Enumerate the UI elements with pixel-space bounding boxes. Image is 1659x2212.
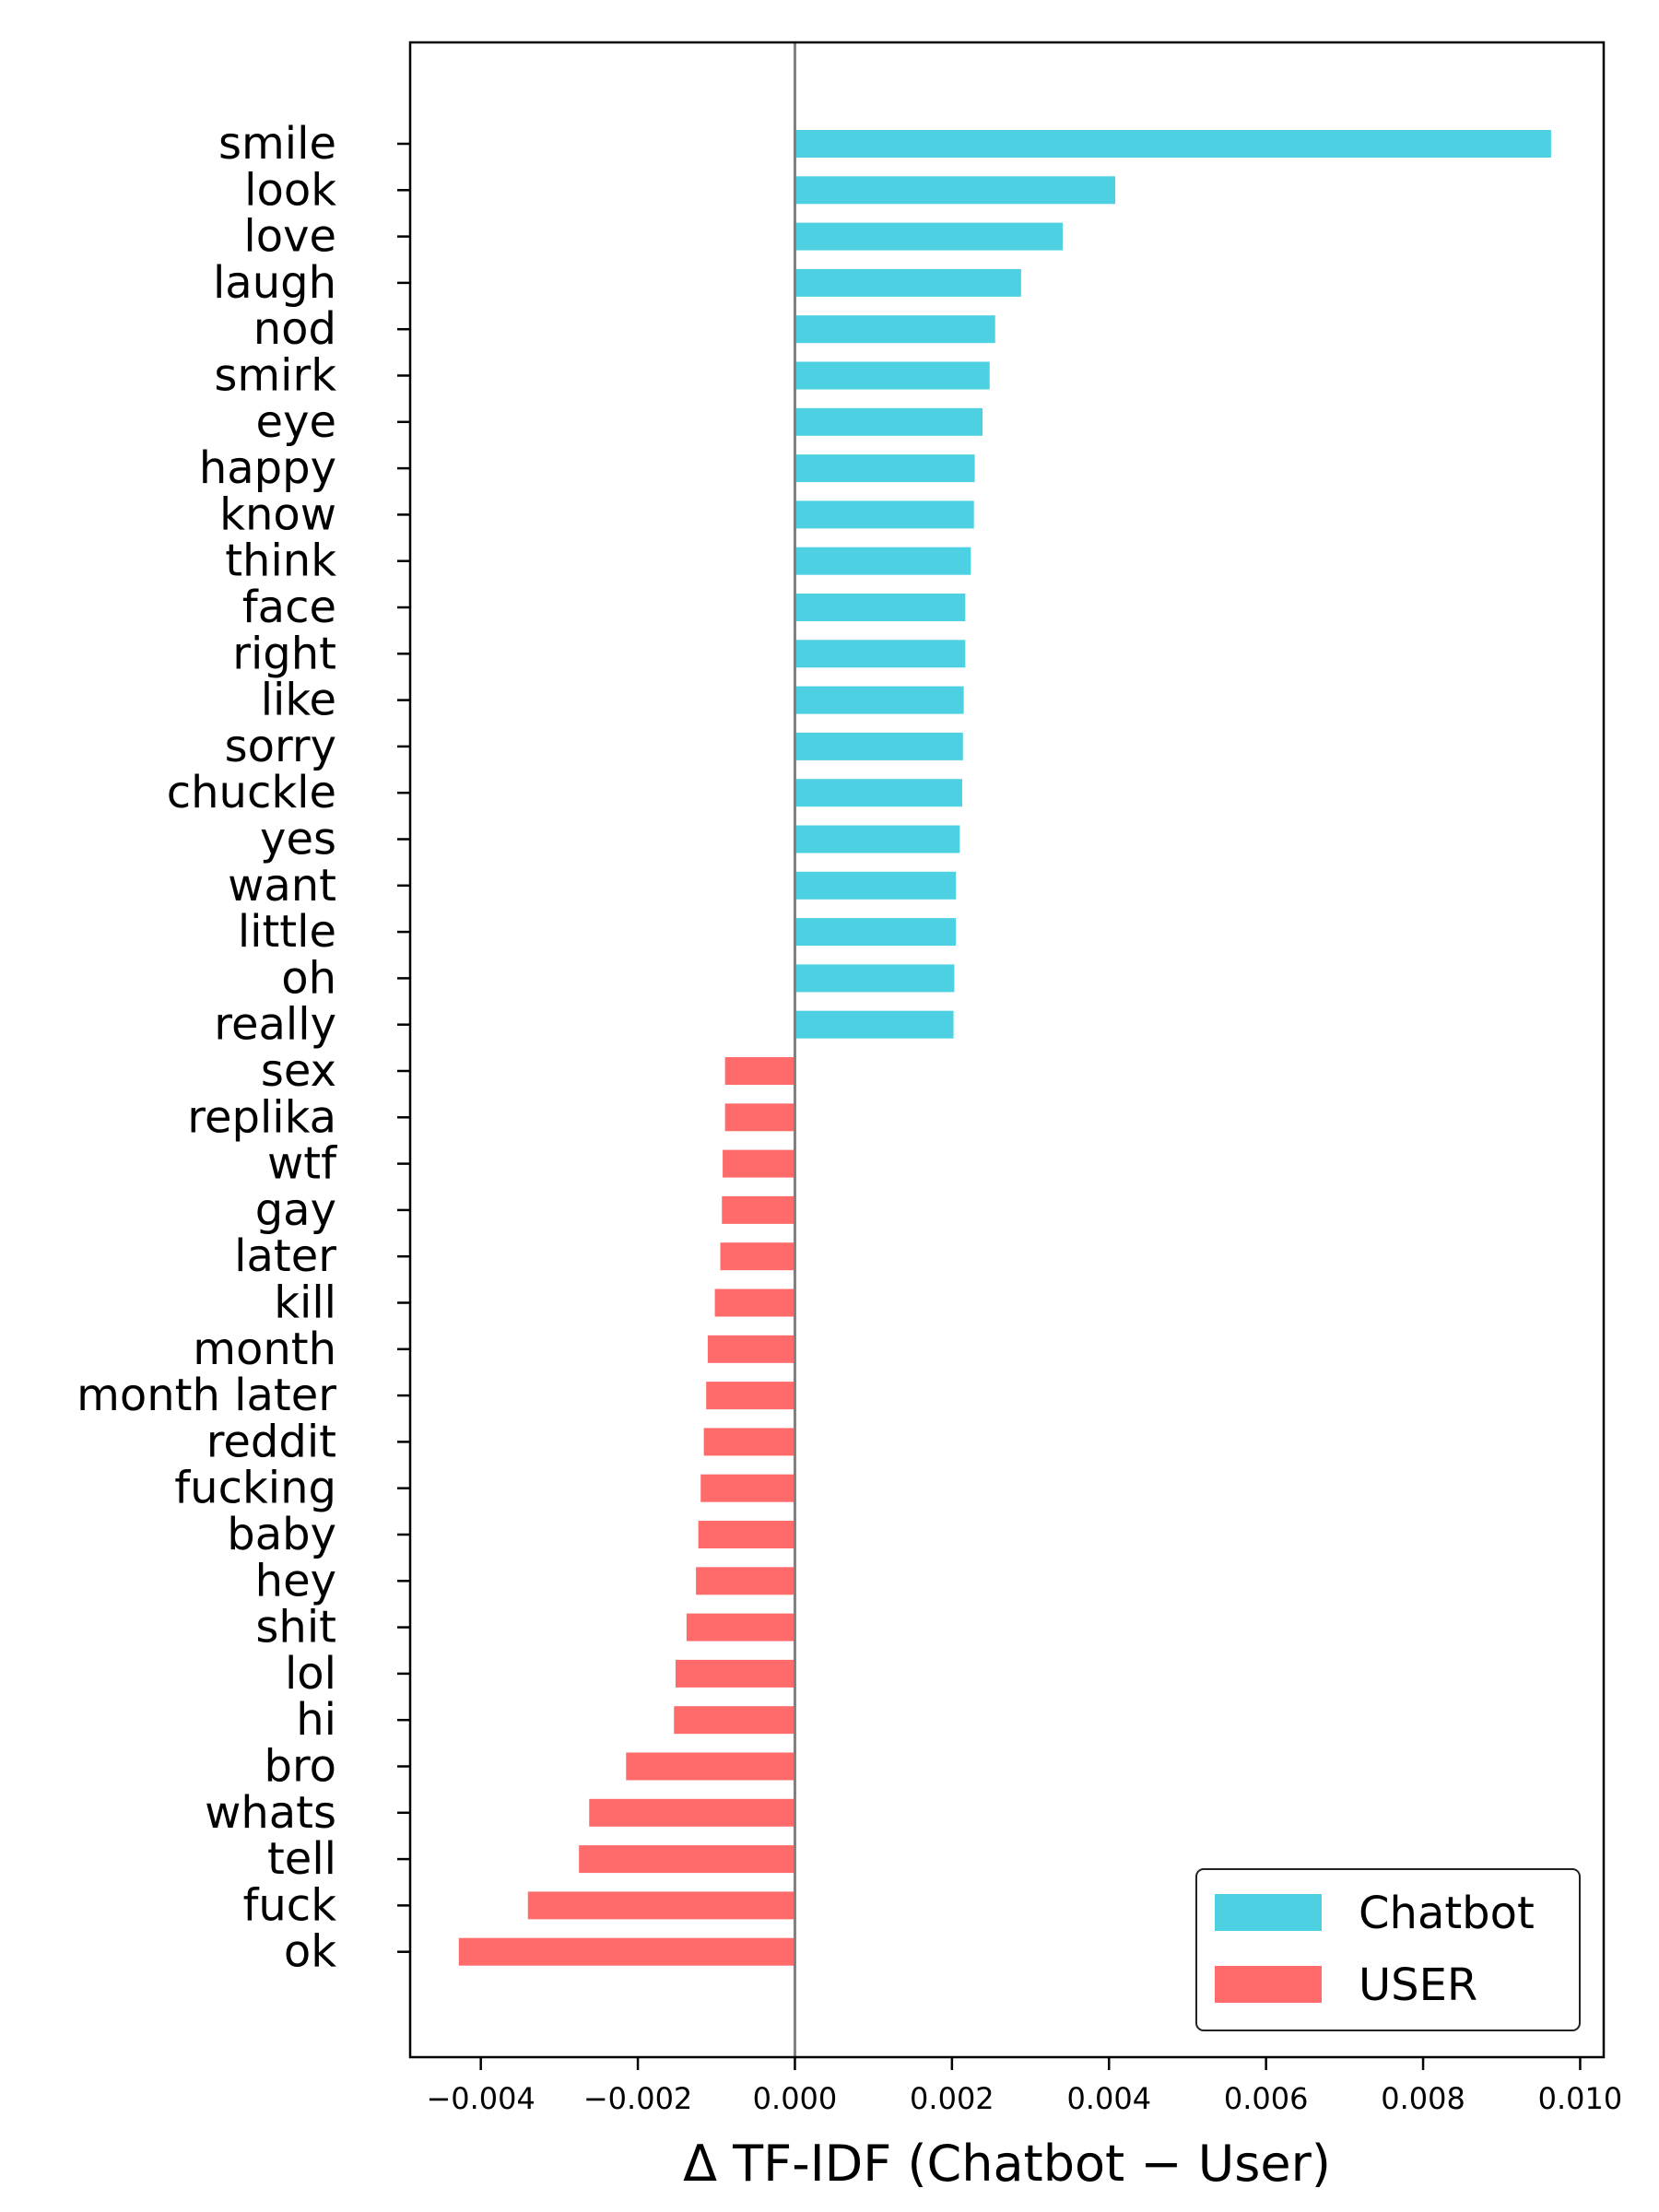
- y-tick-label: oh: [281, 952, 336, 1004]
- bar-sorry: [794, 732, 963, 760]
- x-tick-label: −0.004: [426, 2081, 535, 2116]
- y-tick-label: nod: [253, 303, 336, 355]
- y-tick-label: want: [228, 860, 336, 912]
- y-tick-label: gay: [255, 1184, 336, 1236]
- bar-look: [794, 176, 1116, 205]
- y-tick-label: shit: [255, 1602, 336, 1653]
- y-tick-label: love: [243, 211, 336, 263]
- bar-hey: [696, 1567, 795, 1595]
- bar-right: [794, 640, 966, 668]
- bar-nod: [794, 315, 995, 344]
- bar-face: [794, 594, 966, 621]
- bar-want: [794, 871, 957, 900]
- y-tick-label: right: [232, 628, 336, 679]
- y-tick-label: really: [214, 999, 336, 1051]
- y-tick-label: ok: [284, 1926, 336, 1978]
- y-tick-label: chuckle: [167, 767, 336, 818]
- bar-know: [794, 500, 974, 529]
- x-tick-label: 0.010: [1538, 2081, 1623, 2116]
- x-tick-label: 0.008: [1381, 2081, 1465, 2116]
- legend-label-chatbot: Chatbot: [1359, 1888, 1535, 1939]
- y-tick-label: reddit: [206, 1416, 336, 1467]
- y-tick-label: wtf: [267, 1138, 337, 1190]
- y-tick-label: bro: [264, 1741, 336, 1793]
- y-tick-label: later: [234, 1230, 336, 1282]
- y-tick-label: look: [244, 164, 336, 216]
- bar-fucking: [700, 1474, 795, 1502]
- y-tick-label: month: [193, 1324, 336, 1375]
- bar-laugh: [794, 268, 1021, 297]
- y-tick-label: little: [238, 906, 336, 958]
- y-tick-label: yes: [260, 814, 336, 865]
- bar-smirk: [794, 361, 990, 390]
- bar-like: [794, 686, 964, 714]
- x-tick-label: 0.000: [753, 2081, 838, 2116]
- bar-chuckle: [794, 779, 962, 807]
- bars: [458, 130, 1551, 1966]
- y-tick-label: tell: [267, 1833, 336, 1885]
- x-axis-label: Δ TF-IDF (Chatbot − User): [683, 2135, 1331, 2193]
- y-tick-label: month later: [76, 1370, 336, 1421]
- y-tick-label: sex: [261, 1045, 336, 1097]
- y-tick-label: replika: [187, 1091, 336, 1143]
- y-tick-label: laugh: [213, 257, 336, 309]
- y-tick-label: smirk: [214, 350, 336, 402]
- y-tick-label: hey: [255, 1555, 336, 1606]
- bar-yes: [794, 825, 960, 853]
- y-tick-label: face: [242, 582, 336, 633]
- y-tick-label: kill: [274, 1277, 336, 1329]
- bar-bro: [626, 1752, 795, 1781]
- bar-ok: [458, 1937, 795, 1966]
- bar-love: [794, 222, 1063, 251]
- y-tick-label: happy: [199, 442, 336, 494]
- bar-tell: [579, 1845, 795, 1874]
- bar-whats: [589, 1798, 795, 1827]
- x-tick-label: 0.006: [1224, 2081, 1309, 2116]
- y-tick-label: smile: [218, 118, 336, 170]
- bar-kill: [714, 1288, 795, 1317]
- bar-wtf: [723, 1149, 795, 1178]
- y-tick-label: eye: [256, 396, 336, 448]
- y-tick-label: lol: [285, 1648, 336, 1700]
- y-tick-label: fuck: [242, 1879, 336, 1931]
- bar-oh: [794, 964, 955, 993]
- x-tick-label: 0.004: [1066, 2081, 1151, 2116]
- bar-lol: [675, 1659, 795, 1688]
- bar-think: [794, 547, 971, 575]
- bar-fuck: [527, 1891, 795, 1920]
- bar-smile: [794, 130, 1551, 158]
- y-tick-label: like: [261, 675, 336, 726]
- y-axis-ticks: smilelooklovelaughnodsmirkeyehappyknowth…: [76, 118, 410, 1978]
- y-tick-label: hi: [296, 1694, 336, 1746]
- legend-swatch-chatbot: [1215, 1894, 1322, 1931]
- y-tick-label: fucking: [174, 1463, 336, 1514]
- y-tick-label: sorry: [225, 721, 336, 772]
- y-tick-label: whats: [205, 1787, 336, 1839]
- legend-label-user: USER: [1359, 1959, 1477, 2011]
- bar-eye: [794, 407, 983, 436]
- y-tick-label: know: [219, 488, 336, 540]
- y-tick-label: think: [225, 535, 336, 587]
- bar-shit: [686, 1613, 795, 1641]
- plot-frame: [408, 41, 1606, 2059]
- bar-month-later: [706, 1382, 795, 1410]
- bar-little: [794, 918, 957, 947]
- x-axis-ticks: −0.004 −0.002 0.000 0.002 0.004 0.006 0.008 0.0…: [426, 2057, 1622, 2116]
- bar-gay: [722, 1195, 795, 1224]
- bar-reddit: [703, 1428, 795, 1456]
- bar-happy: [794, 454, 975, 483]
- legend: Chatbot USER: [1195, 1868, 1581, 2031]
- bar-hi: [674, 1706, 795, 1735]
- bar-baby: [698, 1521, 795, 1548]
- legend-swatch-user: [1215, 1966, 1322, 2003]
- x-tick-label: 0.002: [910, 2081, 994, 2116]
- bar-later: [720, 1242, 795, 1271]
- bar-month: [707, 1335, 795, 1363]
- y-tick-label: baby: [227, 1509, 336, 1560]
- x-tick-label: −0.002: [583, 2081, 692, 2116]
- bar-replika: [724, 1103, 795, 1132]
- bar-sex: [724, 1057, 795, 1085]
- bar-really: [794, 1010, 954, 1039]
